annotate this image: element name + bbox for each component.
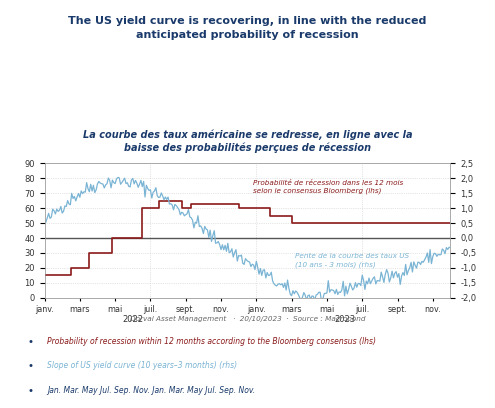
Text: Probability of recession within 12 months according to the Bloomberg consensus (: Probability of recession within 12 month… bbox=[47, 337, 376, 346]
Text: 2023: 2023 bbox=[334, 315, 355, 324]
Text: Slope of US yield curve (10 years–3 months) (rhs): Slope of US yield curve (10 years–3 mont… bbox=[47, 361, 237, 370]
Text: •: • bbox=[27, 361, 33, 371]
Text: Jan. Mar. May Jul. Sep. Nov. Jan. Mar. May Jul. Sep. Nov.: Jan. Mar. May Jul. Sep. Nov. Jan. Mar. M… bbox=[47, 386, 255, 395]
Text: Dorval Asset Management   ·  20/10/2023  ·  Source : Macrobond: Dorval Asset Management · 20/10/2023 · S… bbox=[130, 316, 365, 322]
Text: •: • bbox=[27, 337, 33, 347]
Text: La courbe des taux américaine se redresse, en ligne avec la
baisse des probabili: La courbe des taux américaine se redress… bbox=[83, 129, 412, 153]
Text: 2022: 2022 bbox=[122, 315, 143, 324]
Text: Pente de la courbe des taux US
(10 ans - 3 mois) (rhs): Pente de la courbe des taux US (10 ans -… bbox=[295, 253, 409, 268]
Text: •: • bbox=[27, 386, 33, 396]
Text: The US yield curve is recovering, in line with the reduced
anticipated probabili: The US yield curve is recovering, in lin… bbox=[68, 16, 427, 40]
Text: Probabilité de récession dans les 12 mois
selon le consensus Bloomberg (lhs): Probabilité de récession dans les 12 moi… bbox=[253, 180, 403, 194]
